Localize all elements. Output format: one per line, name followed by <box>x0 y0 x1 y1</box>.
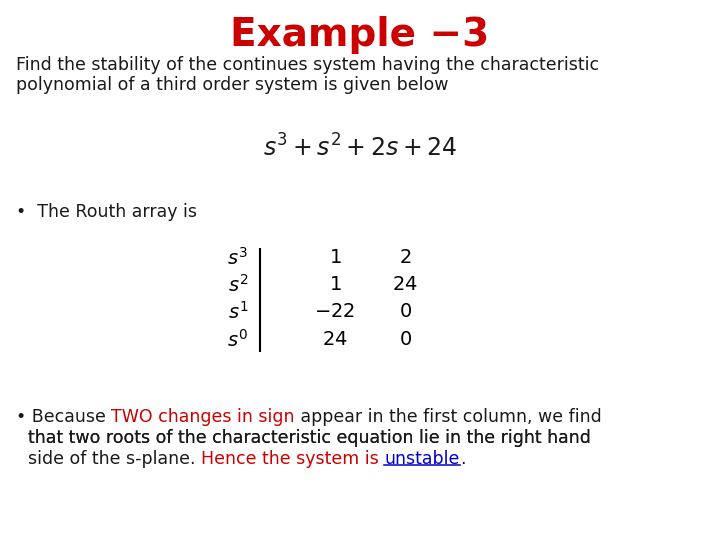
Text: $0$: $0$ <box>398 303 412 321</box>
Text: • Because: • Because <box>16 408 112 426</box>
Text: .: . <box>459 450 465 468</box>
Text: TWO changes in sign: TWO changes in sign <box>112 408 295 426</box>
Text: appear in the first column, we find: appear in the first column, we find <box>295 408 602 426</box>
Text: $s^3 + s^2 + 2s + 24$: $s^3 + s^2 + 2s + 24$ <box>263 134 457 161</box>
Text: Example −3: Example −3 <box>230 16 490 54</box>
Text: $s^2$: $s^2$ <box>228 274 248 296</box>
Text: $1$: $1$ <box>329 249 341 267</box>
Text: that two roots of the characteristic equation lie in the right hand: that two roots of the characteristic equ… <box>28 429 591 447</box>
Text: $24$: $24$ <box>392 276 418 294</box>
Text: unstable: unstable <box>384 450 459 468</box>
Text: $1$: $1$ <box>329 276 341 294</box>
Text: that two roots of the characteristic equation lie in the right hand: that two roots of the characteristic equ… <box>28 429 591 447</box>
Text: side of the s-plane.: side of the s-plane. <box>28 450 201 468</box>
Text: Find the stability of the continues system having the characteristic: Find the stability of the continues syst… <box>16 56 599 74</box>
Text: $s^0$: $s^0$ <box>228 329 248 351</box>
Text: $s^1$: $s^1$ <box>228 301 248 323</box>
Text: •  The Routh array is: • The Routh array is <box>16 203 197 221</box>
Text: Hence the system is: Hence the system is <box>201 450 384 468</box>
Text: polynomial of a third order system is given below: polynomial of a third order system is gi… <box>16 76 449 94</box>
Text: $24$: $24$ <box>322 331 348 349</box>
Text: $-22$: $-22$ <box>315 303 356 321</box>
Text: $0$: $0$ <box>398 331 412 349</box>
Text: $s^3$: $s^3$ <box>228 247 248 269</box>
Text: $2$: $2$ <box>399 249 411 267</box>
